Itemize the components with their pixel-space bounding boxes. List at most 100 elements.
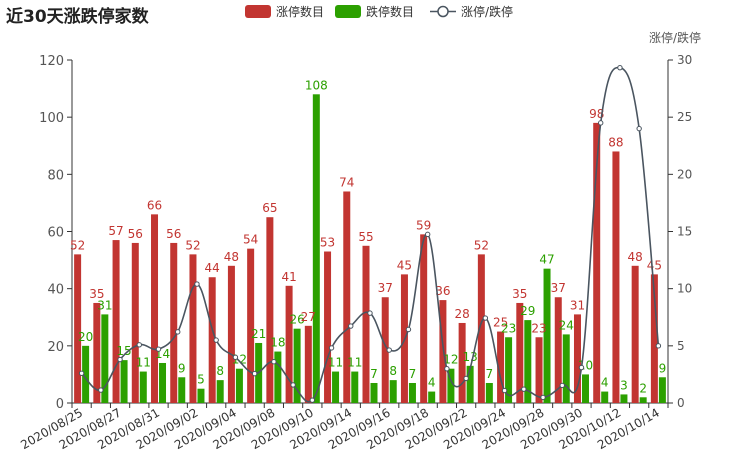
bar-value-label: 35 — [89, 287, 104, 301]
bar-value-label: 35 — [512, 287, 527, 301]
y-right-tick-label: 15 — [677, 225, 692, 239]
y-right-tick-label: 25 — [677, 110, 692, 124]
bar-limit-up — [516, 302, 524, 403]
ratio-point — [521, 386, 527, 392]
bar-value-label: 54 — [243, 233, 258, 247]
bar-limit-down — [82, 345, 90, 403]
y-right-tick-label: 5 — [677, 339, 685, 353]
bar-value-label: 47 — [539, 253, 554, 267]
bar-limit-down — [370, 382, 378, 403]
bar-limit-up — [208, 277, 216, 403]
bar-limit-down — [485, 382, 493, 403]
ratio-point — [251, 370, 258, 377]
bar-value-label: 57 — [108, 224, 123, 238]
bar-limit-down — [139, 371, 147, 403]
y-right-tick-label: 20 — [677, 167, 692, 181]
ratio-point — [328, 345, 335, 351]
bar-limit-down — [466, 365, 474, 403]
bar-value-label: 23 — [531, 321, 546, 335]
ratio-point — [463, 375, 469, 382]
ratio-point — [578, 364, 585, 371]
y-tick-label: 60 — [47, 226, 64, 241]
bar-value-label: 53 — [320, 236, 335, 250]
bar-limit-down — [428, 391, 436, 403]
bar-value-label: 3 — [620, 378, 628, 392]
ratio-point — [175, 329, 181, 335]
bar-value-label: 11 — [347, 356, 362, 370]
right-axis-label: 涨停/跌停 — [649, 30, 701, 45]
bar-value-label: 5 — [197, 373, 205, 387]
bar-limit-down — [293, 328, 301, 403]
y-tick-label: 0 — [56, 397, 64, 412]
bar-value-label: 28 — [454, 307, 469, 321]
ratio-point — [444, 366, 450, 372]
bar-limit-up — [189, 254, 197, 403]
ratio-point — [405, 326, 412, 333]
bar-value-label: 48 — [224, 250, 239, 264]
bar-value-label: 52 — [185, 238, 200, 252]
bar-value-label: 56 — [166, 227, 181, 241]
bar-limit-up — [362, 245, 370, 403]
y-tick-label: 100 — [39, 111, 64, 126]
bar-value-label: 11 — [136, 356, 151, 370]
ratio-point — [136, 342, 142, 348]
bar-value-label: 12 — [443, 353, 458, 367]
ratio-point — [232, 354, 239, 360]
bar-value-label: 41 — [281, 270, 296, 284]
bar-limit-down — [447, 368, 455, 403]
bar-limit-up — [227, 265, 235, 403]
bar-value-label: 23 — [501, 321, 516, 335]
bar-limit-up — [439, 300, 447, 403]
bar-value-label: 66 — [147, 198, 162, 212]
bar-value-label: 45 — [647, 258, 662, 272]
ratio-point — [598, 120, 604, 126]
bar-value-label: 31 — [570, 298, 585, 312]
bar-value-label: 59 — [416, 218, 431, 232]
bar-value-label: 7 — [409, 367, 417, 381]
ratio-point — [348, 323, 354, 329]
ratio-point — [309, 397, 316, 403]
bar-limit-down — [505, 337, 513, 403]
bar-limit-up — [631, 265, 639, 403]
bar-value-label: 108 — [305, 78, 328, 92]
bar-limit-up — [650, 274, 658, 403]
bar-limit-down — [159, 362, 167, 403]
bar-value-label: 48 — [628, 250, 643, 264]
bar-value-label: 8 — [389, 364, 397, 378]
ratio-point — [501, 387, 508, 394]
bar-limit-up — [304, 325, 312, 403]
bar-limit-up — [74, 254, 82, 403]
bar-value-label: 4 — [428, 376, 436, 390]
bar-limit-up — [151, 214, 159, 403]
chart-title: 近30天涨跌停家数 — [6, 7, 149, 27]
legend-swatch-limit-up — [245, 5, 271, 18]
bar-value-label: 65 — [262, 201, 277, 215]
bar-value-label: 9 — [659, 361, 667, 375]
ratio-point — [213, 337, 219, 343]
bar-value-label: 44 — [205, 261, 220, 275]
bar-limit-up — [458, 322, 466, 403]
ratio-point — [655, 343, 662, 349]
bar-limit-down — [120, 360, 128, 403]
ratio-point — [367, 310, 373, 316]
bar-limit-up — [420, 234, 428, 403]
y-tick-label: 20 — [47, 340, 64, 355]
bar-limit-up — [535, 337, 543, 403]
bar-value-label: 88 — [608, 135, 623, 149]
bar-value-label: 31 — [97, 298, 112, 312]
ratio-point — [636, 125, 642, 132]
legend-label: 跌停数目 — [366, 4, 414, 19]
bar-limit-down — [581, 374, 589, 403]
bar-limit-up — [247, 248, 255, 403]
bar-limit-up — [131, 242, 139, 403]
bar-limit-up — [497, 331, 505, 403]
bar-limit-down — [524, 320, 532, 403]
legend-label: 涨停/跌停 — [461, 4, 513, 19]
ratio-point — [271, 359, 277, 365]
bar-limit-down — [389, 380, 397, 403]
y-tick-label: 120 — [39, 54, 64, 69]
bar-limit-down — [658, 377, 666, 403]
bar-limit-down — [351, 371, 359, 403]
ratio-point — [424, 231, 431, 238]
ratio-point — [98, 387, 104, 393]
